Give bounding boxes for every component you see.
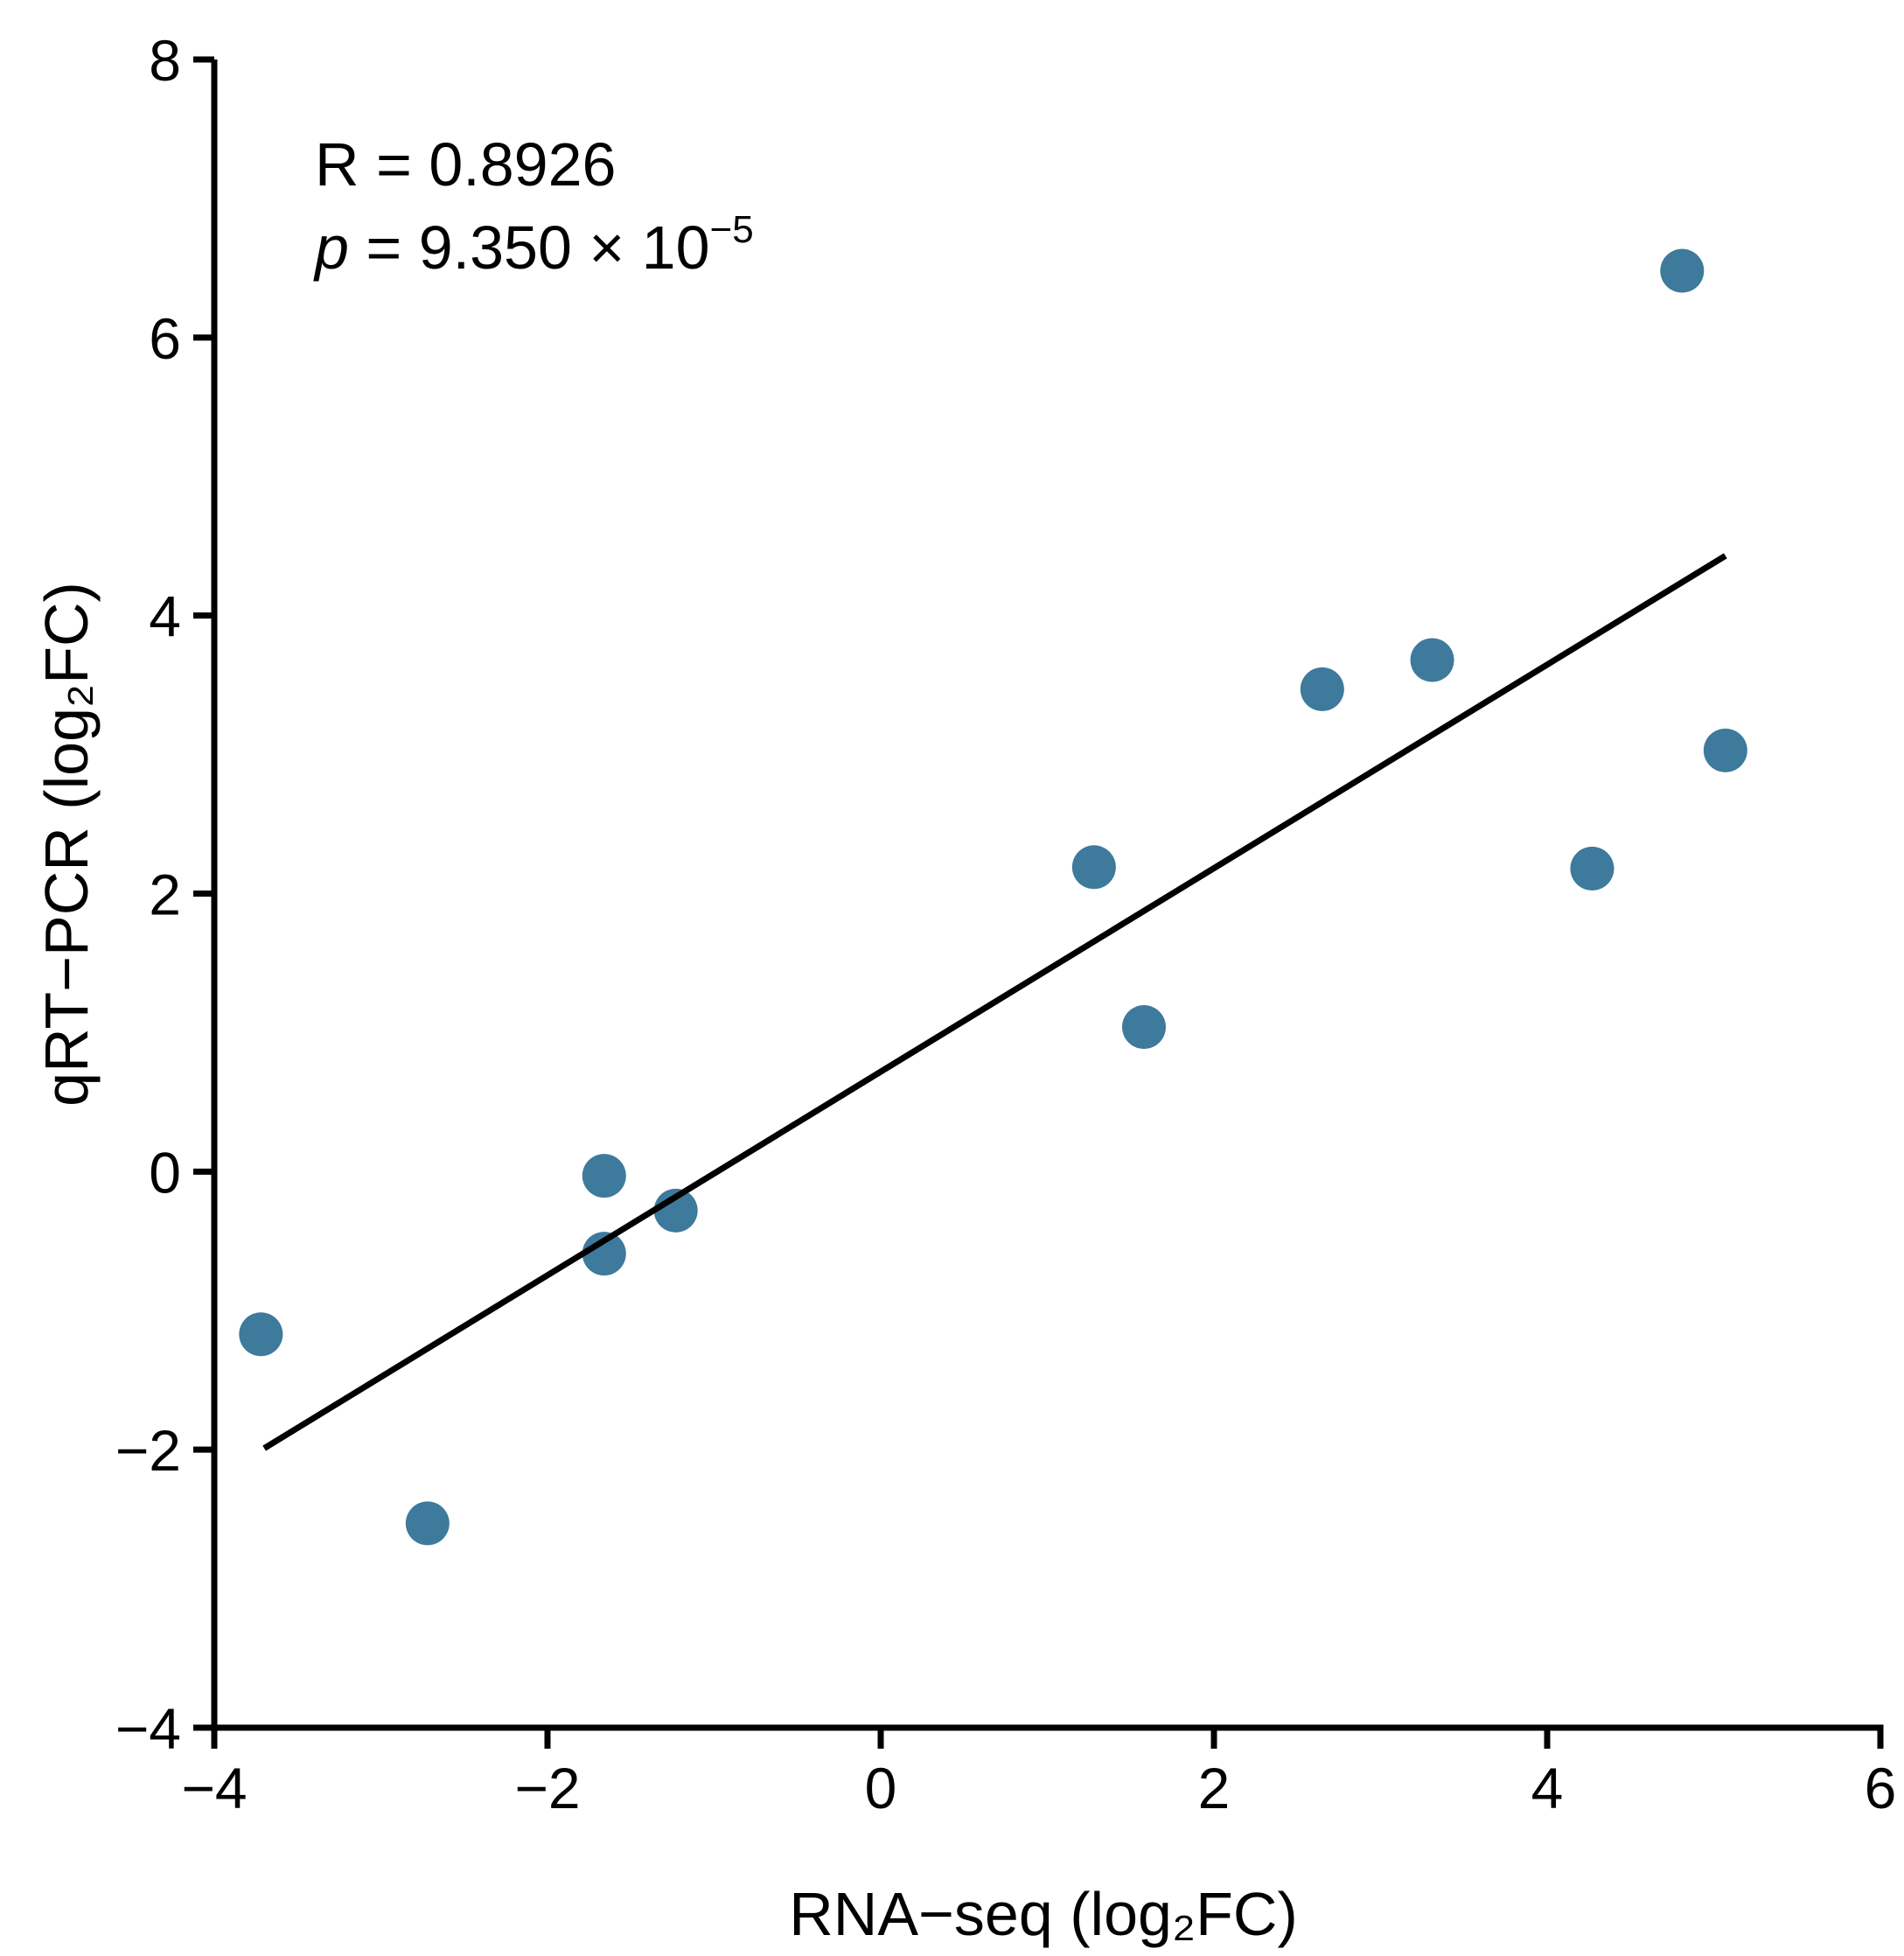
x-tick-label: −4 bbox=[181, 1756, 247, 1820]
y-tick-label: 6 bbox=[149, 306, 181, 371]
y-tick-label: 4 bbox=[149, 584, 181, 649]
data-point bbox=[1300, 667, 1344, 711]
data-point bbox=[1660, 248, 1705, 293]
data-point bbox=[1410, 638, 1454, 682]
data-point bbox=[1121, 1005, 1166, 1050]
data-point bbox=[1570, 846, 1615, 891]
p-value-exponent: −5 bbox=[710, 208, 754, 251]
x-tick-label: 2 bbox=[1198, 1756, 1231, 1820]
y-ticks: −4 −2 0 2 4 6 8 bbox=[115, 28, 214, 1761]
y-tick-label: 2 bbox=[149, 863, 181, 927]
data-point bbox=[653, 1188, 698, 1233]
data-point bbox=[582, 1232, 626, 1276]
y-tick-label: 8 bbox=[149, 28, 181, 93]
x-tick-label: 6 bbox=[1865, 1756, 1897, 1820]
axes bbox=[211, 59, 1884, 1731]
x-tick-label: −2 bbox=[514, 1756, 580, 1820]
x-tick-label: 0 bbox=[865, 1756, 897, 1820]
y-axis-title: qRT−PCR (log₂FC) bbox=[32, 582, 101, 1107]
x-axis-title: RNA−seq (log₂FC) bbox=[789, 1880, 1298, 1948]
correlation-annotation: R = 0.8926 bbox=[315, 130, 616, 199]
data-points bbox=[239, 248, 1747, 1546]
data-point bbox=[405, 1501, 450, 1546]
x-tick-label: 4 bbox=[1531, 1756, 1564, 1820]
y-tick-label: −4 bbox=[115, 1696, 181, 1761]
p-symbol: p bbox=[313, 213, 349, 282]
y-tick-label: −2 bbox=[115, 1418, 181, 1483]
data-point bbox=[582, 1154, 626, 1198]
y-tick-label: 0 bbox=[149, 1140, 181, 1205]
data-point bbox=[1703, 728, 1747, 772]
p-value-annotation: p = 9.350 × 10−5 bbox=[313, 208, 754, 282]
data-point bbox=[239, 1312, 283, 1357]
p-value-text: = 9.350 × 10 bbox=[349, 213, 710, 282]
x-ticks: −4 −2 0 2 4 6 bbox=[181, 1728, 1896, 1820]
data-point bbox=[1071, 845, 1116, 890]
regression-line bbox=[262, 553, 1727, 1451]
